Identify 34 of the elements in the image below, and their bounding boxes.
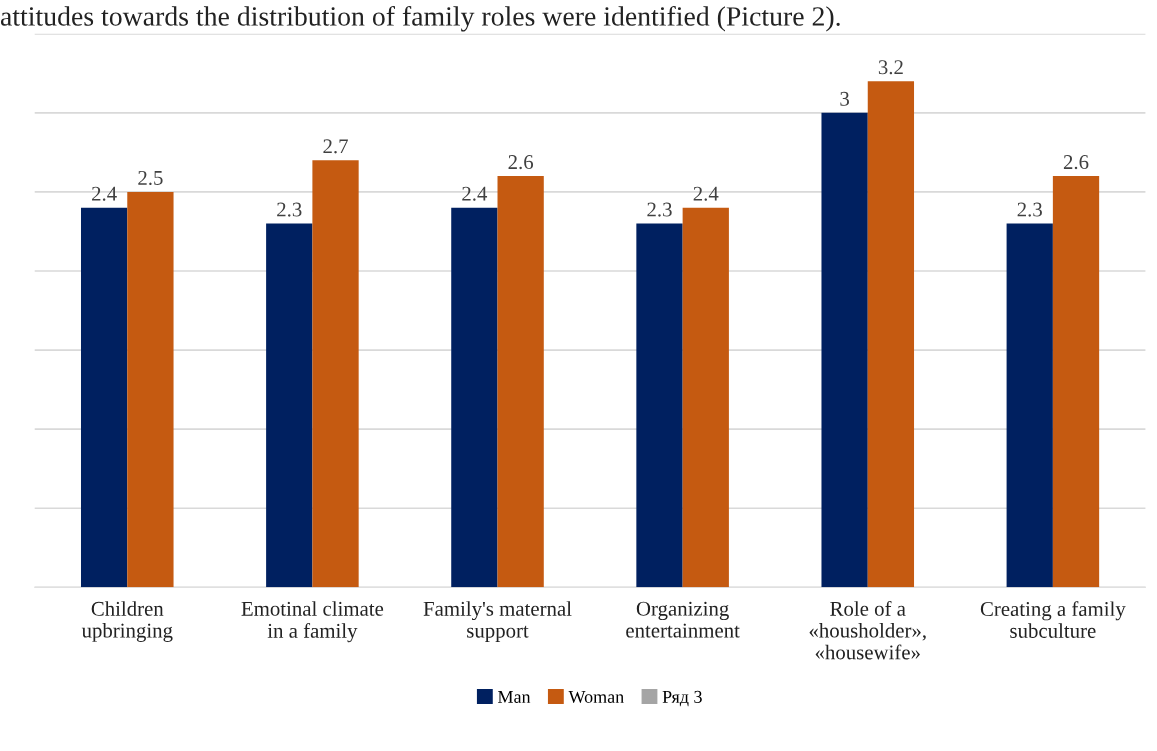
x-tick-label: Family's maternal support xyxy=(423,601,572,642)
bar xyxy=(451,207,498,588)
data-label: 2.3 xyxy=(1017,202,1042,217)
data-label: 2.6 xyxy=(1063,155,1089,170)
legend-label: Man xyxy=(498,690,531,703)
data-label: 2.3 xyxy=(277,202,302,217)
data-label: 2.6 xyxy=(508,155,534,170)
bar xyxy=(636,223,683,588)
data-label: 2.3 xyxy=(647,202,672,217)
x-tick-label: Role of a «housholder», «housewife» xyxy=(809,600,926,660)
data-label: 2.4 xyxy=(92,186,117,201)
legend-label: Ряд 3 xyxy=(662,690,702,707)
bar xyxy=(1006,223,1053,588)
data-label: 2.4 xyxy=(462,186,488,201)
bar xyxy=(312,160,359,588)
x-tick-label: Organizing entertainment xyxy=(626,601,740,638)
bar xyxy=(497,176,544,588)
bar xyxy=(80,207,128,588)
bar xyxy=(1052,176,1100,588)
data-label: 2.5 xyxy=(138,170,163,186)
x-tick-label: Emotinal climate in a family xyxy=(241,601,384,643)
bar xyxy=(266,223,313,588)
x-tick-label: Creating a family subculture xyxy=(980,601,1126,638)
data-label: 2.4 xyxy=(693,186,719,201)
bar xyxy=(867,81,915,588)
x-tick-label: Children upbringing xyxy=(81,601,173,642)
bar xyxy=(821,112,868,588)
data-label: 3.2 xyxy=(878,60,903,75)
data-label: 2.7 xyxy=(323,139,348,154)
data-label: 3 xyxy=(840,91,849,106)
bar xyxy=(682,207,729,588)
text: attitudes towards the distribution of family roles were identified (Picture 2). xyxy=(0,6,840,32)
legend-label: Woman xyxy=(568,690,624,704)
bar xyxy=(127,191,174,588)
